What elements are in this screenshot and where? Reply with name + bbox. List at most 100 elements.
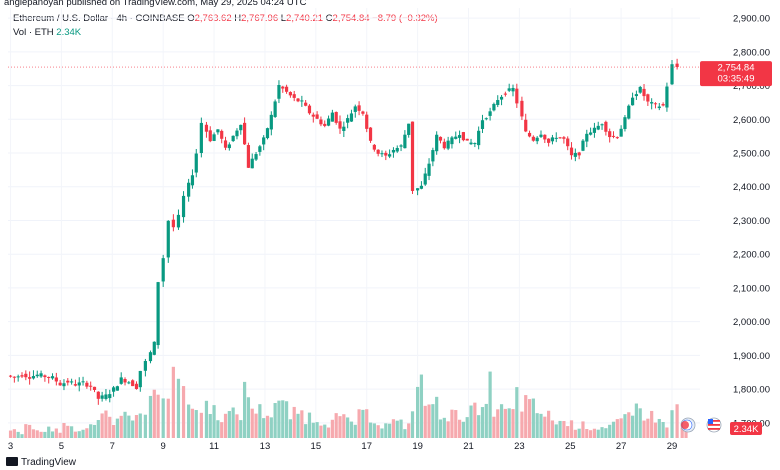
tradingview-logo[interactable]: TradingView	[6, 457, 76, 468]
volume-bar	[235, 414, 239, 438]
time-axis[interactable]: 3 5 7 9 11 13 15 17 19 21 23 25 27 29	[8, 441, 677, 452]
candle-body	[138, 370, 142, 388]
volume-bar	[319, 425, 323, 438]
candle-body	[349, 113, 354, 122]
time-tick-label: 9	[161, 441, 166, 452]
candle-body	[300, 100, 304, 102]
time-tick-label: 17	[361, 441, 372, 452]
candle-body	[148, 352, 153, 362]
volume-bar	[410, 411, 415, 438]
volume-bar	[92, 424, 97, 438]
candle-body	[166, 220, 170, 258]
volume-bar	[304, 424, 308, 438]
volume-bar	[384, 423, 388, 438]
candle-body	[589, 132, 593, 135]
price-axis[interactable]: 2,900.00 2,800.00 2,700.00 2,600.00 2,500.00…	[733, 14, 770, 430]
volume-bar	[543, 416, 547, 438]
candle-body	[273, 101, 277, 117]
volume-bar	[190, 408, 195, 438]
candle-body	[438, 136, 443, 141]
candle-body	[100, 395, 104, 399]
price-tick-label: 2,400.00	[733, 182, 770, 193]
volume-bar	[353, 424, 357, 438]
volume-bar	[346, 417, 350, 438]
volume-bar	[380, 428, 384, 438]
candle-body	[85, 382, 89, 387]
candle-body	[296, 98, 300, 102]
candle-body	[407, 123, 411, 135]
candle-body	[465, 138, 469, 141]
candle-body	[539, 134, 543, 137]
candle-body	[419, 185, 424, 189]
candle-body	[665, 86, 669, 108]
volume-bar	[550, 420, 555, 438]
time-tick-label: 5	[59, 441, 64, 452]
volume-bar	[661, 422, 665, 438]
candle-body	[152, 341, 156, 355]
volume-bar	[457, 419, 462, 438]
candle-body	[454, 136, 458, 139]
volume-bar	[442, 417, 446, 438]
candle-body	[527, 132, 532, 137]
volume-bar	[138, 413, 142, 438]
volume-bar	[269, 417, 273, 438]
volume-bar	[166, 398, 170, 438]
volume-bar	[623, 414, 627, 438]
us-flag-icon[interactable]	[706, 417, 722, 433]
candle-body	[43, 375, 47, 378]
candle-body	[20, 375, 24, 377]
candle-body	[585, 133, 589, 142]
volume-bar	[684, 426, 688, 438]
candle-body	[484, 118, 488, 120]
volume-bar	[473, 402, 477, 438]
volume-bar	[531, 398, 535, 438]
volume-bar	[181, 386, 186, 438]
candle-body	[243, 122, 247, 145]
candle-body	[611, 135, 616, 137]
candle-body	[623, 117, 627, 130]
candle-body	[477, 130, 481, 146]
volume-bar	[342, 414, 346, 438]
candle-body	[488, 111, 492, 116]
volume-bar	[39, 431, 43, 438]
event-flag-icon[interactable]	[680, 417, 696, 433]
candle-body	[554, 137, 558, 139]
volume-bar	[642, 420, 646, 438]
tradingview-logo-icon	[6, 457, 18, 466]
volume-bar	[611, 421, 616, 438]
volume-bar	[638, 408, 642, 438]
candle-body	[638, 86, 642, 93]
candle-body	[47, 376, 51, 378]
candle-body	[600, 124, 604, 126]
volume-bar	[288, 419, 292, 438]
candle-body	[171, 219, 175, 228]
candle-body	[227, 144, 231, 149]
candle-body	[199, 122, 203, 154]
volume-bar	[446, 421, 450, 438]
candle-body	[70, 381, 74, 383]
candle-body	[35, 374, 39, 377]
candle-body	[511, 87, 515, 92]
candle-body	[131, 380, 135, 387]
price-chart[interactable]: 2,900.00 2,800.00 2,700.00 2,600.00 2,500.00…	[0, 0, 780, 455]
volume-badge-label: 2.34K	[734, 424, 759, 435]
candle-body	[604, 121, 608, 132]
volume-bar	[246, 397, 251, 438]
candle-body	[181, 195, 186, 218]
volume-bar	[365, 409, 369, 438]
time-tick-label: 29	[667, 441, 678, 452]
candle-body	[547, 138, 551, 143]
volume-bar	[47, 426, 51, 438]
volume-bar	[300, 410, 304, 438]
candle-body	[431, 150, 435, 162]
volume-bar	[539, 413, 543, 438]
candle-body	[250, 158, 254, 169]
candle-body	[670, 64, 674, 85]
candle-body	[262, 137, 266, 145]
candle-body	[388, 154, 392, 157]
volume-bar	[507, 408, 511, 438]
candle-body	[403, 134, 407, 149]
volume-bar	[100, 413, 104, 438]
volume-bar	[216, 420, 220, 438]
price-tick-label: 2,500.00	[733, 149, 770, 160]
